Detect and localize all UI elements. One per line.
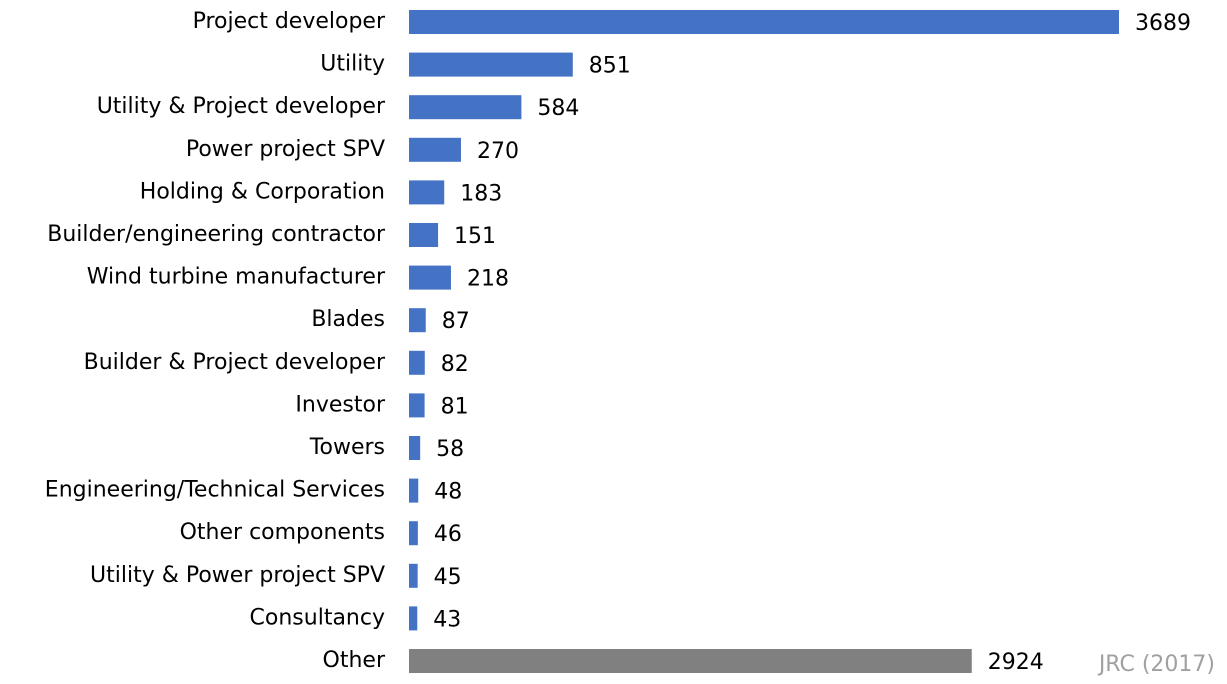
value-label: 45 [434,565,462,590]
value-label: 183 [460,181,502,206]
source-note: JRC (2017) [1097,652,1215,677]
value-label: 43 [433,607,461,632]
bar [409,265,451,290]
value-label: 151 [454,224,496,249]
category-label: Utility [320,52,385,77]
category-label: Consultancy [250,605,385,630]
bar [409,393,425,418]
category-label: Wind turbine manufacturer [87,265,386,290]
bar [409,521,418,546]
bar [409,52,573,77]
value-label: 3689 [1135,11,1191,36]
category-label: Holding & Corporation [140,179,385,204]
category-label: Power project SPV [186,137,385,162]
value-label: 81 [441,394,469,419]
value-label: 48 [434,480,462,505]
value-label: 851 [589,54,631,79]
bar [409,95,522,120]
category-label: Other [323,648,386,673]
bar [409,308,426,333]
category-label: Builder & Project developer [84,350,386,375]
bar [409,137,461,162]
value-label: 218 [467,267,509,292]
category-label: Towers [309,435,385,460]
category-label: Engineering/Technical Services [45,478,385,503]
bar [409,223,439,247]
category-label: Blades [311,307,385,332]
bar [409,478,419,503]
bar [409,606,418,631]
value-label: 58 [436,437,464,462]
bar [409,436,421,460]
bar [409,180,445,205]
bar [409,350,425,375]
category-label: Project developer [193,9,386,34]
value-label: 270 [477,139,519,164]
bar [409,563,418,588]
category-label: Utility & Project developer [97,94,386,119]
value-label: 46 [434,522,462,547]
category-label: Utility & Power project SPV [90,563,385,588]
bar [409,649,972,673]
value-label: 87 [442,309,470,334]
category-label: Other components [180,520,385,545]
value-label: 82 [441,352,469,377]
category-label: Investor [295,392,386,417]
value-label: 2924 [988,650,1044,675]
value-label: 584 [537,96,579,121]
category-label: Builder/engineering contractor [47,222,386,247]
bar [409,10,1119,34]
